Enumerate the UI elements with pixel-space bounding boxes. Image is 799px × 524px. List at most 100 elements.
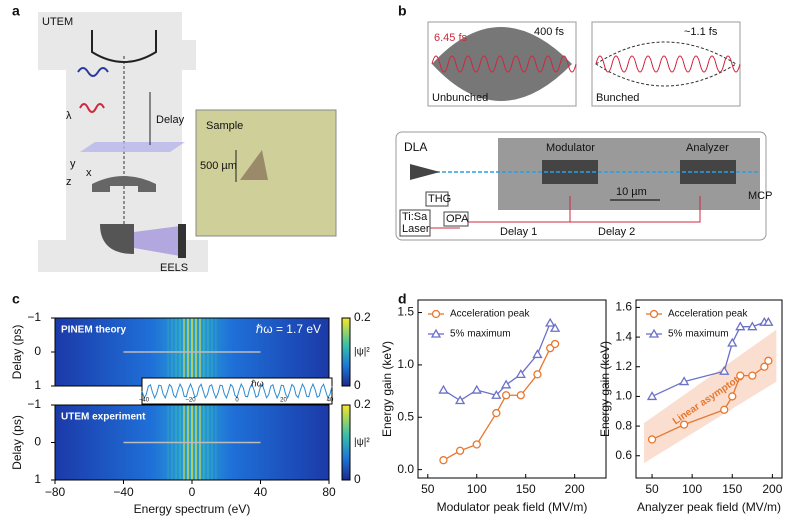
pulse <box>77 67 109 77</box>
inset-trace <box>141 382 333 400</box>
marker <box>764 356 773 365</box>
marker <box>760 362 769 371</box>
marker <box>492 408 501 418</box>
x-tick-label: 50 <box>645 482 659 496</box>
label: Analyzer <box>686 142 729 154</box>
marker <box>454 395 466 405</box>
legend-label: 5% maximum <box>668 329 729 340</box>
inset-tick-label: −20 <box>185 398 196 404</box>
legend-marker <box>649 309 659 319</box>
marker <box>720 405 729 414</box>
inset-label: ℏω <box>251 378 264 388</box>
marker <box>647 435 657 444</box>
label: 6.45 fs <box>434 32 468 44</box>
y-tick-label: 0 <box>34 435 41 449</box>
label: MCP <box>748 190 772 202</box>
label: 500 µm <box>200 160 237 172</box>
x-tick-label: 200 <box>565 482 585 496</box>
heatmap-title: UTEM experiment <box>61 412 146 423</box>
colorbar <box>341 317 351 387</box>
legend-label: 5% maximum <box>450 329 511 340</box>
label: DLA <box>404 140 427 154</box>
detector <box>178 224 186 258</box>
y-axis-label: Delay (ps) <box>10 415 24 470</box>
x-tick-label: 100 <box>682 482 702 496</box>
panel-letter: b <box>398 3 407 19</box>
label: Modulator <box>546 142 595 154</box>
marker <box>438 384 449 394</box>
legend-label: Acceleration peak <box>668 309 748 320</box>
label: y <box>70 158 76 170</box>
field <box>595 55 741 73</box>
colorbar-tick-label: 0 <box>354 472 361 486</box>
marker <box>727 337 738 347</box>
envelope <box>432 27 572 101</box>
marker <box>455 446 465 455</box>
label: Unbunched <box>432 92 488 104</box>
y-tick-label: 0.8 <box>615 418 632 432</box>
x-tick-label: 100 <box>467 482 487 496</box>
envelope <box>595 41 737 87</box>
colorbar <box>341 404 351 481</box>
marker <box>679 376 690 386</box>
y-axis-label: Energy gain (keV) <box>380 341 394 437</box>
marker <box>728 392 737 401</box>
emitter <box>410 164 440 180</box>
label: EELS <box>160 262 188 274</box>
legend-marker <box>430 328 442 338</box>
marker <box>736 371 745 380</box>
heatmap-title: PINEM theory <box>61 325 126 336</box>
marker <box>501 391 511 400</box>
eels-beam <box>134 226 180 256</box>
marker <box>719 365 730 375</box>
label: Delay 2 <box>598 226 635 238</box>
marker <box>471 384 482 394</box>
marker <box>748 371 757 380</box>
y-axis-label: Delay (ps) <box>10 325 24 380</box>
marker <box>491 389 502 399</box>
marker <box>763 316 774 326</box>
legend-label: Acceleration peak <box>450 309 530 320</box>
x-tick-label: 0 <box>189 485 196 499</box>
panel-a: a UTEM Delay λ Sample 500 µm y z x EELS <box>12 3 337 274</box>
x-axis-label: Energy spectrum (eV) <box>134 502 251 516</box>
label: THG <box>428 193 451 205</box>
marker <box>545 317 556 327</box>
annotation: ℏω = 1.7 eV <box>256 322 321 336</box>
marker <box>550 339 560 349</box>
frame <box>635 299 783 479</box>
pulse-box <box>591 21 741 107</box>
colorbar-label: |ψ|² <box>354 437 370 448</box>
sample-plane <box>80 142 185 152</box>
laser-pulse <box>79 103 105 113</box>
y-axis-label: Energy gain (keV) <box>598 341 612 437</box>
field <box>431 55 577 73</box>
x-axis-label: Analyzer peak field (MV/m) <box>637 500 781 514</box>
marker <box>735 321 746 331</box>
x-axis-label: Modulator peak field (MV/m) <box>437 500 588 514</box>
colorbar-tick-label: 0.2 <box>354 310 371 324</box>
marker <box>439 456 448 465</box>
marker <box>747 321 758 331</box>
y-tick-label: 1.0 <box>615 389 632 403</box>
y-tick-label: 1 <box>34 472 41 486</box>
x-tick-label: 150 <box>516 482 536 496</box>
frame <box>417 299 607 479</box>
label: ~1.1 fs <box>684 26 718 38</box>
y-tick-label: −1 <box>27 397 41 411</box>
y-tick-label: 0.5 <box>397 409 414 423</box>
y-tick-label: 1 <box>34 378 41 392</box>
marker <box>501 379 512 389</box>
asymptote-band <box>644 329 777 464</box>
inset-tick-label: 40 <box>327 398 334 404</box>
label: 10 µm <box>616 186 647 198</box>
marker <box>679 420 689 429</box>
x-tick-label: −80 <box>45 485 66 499</box>
x-tick-label: 80 <box>322 485 336 499</box>
thg-box <box>425 191 449 207</box>
y-tick-label: 1.2 <box>615 359 632 373</box>
y-tick-label: 1.0 <box>397 357 414 371</box>
colorbar-tick-label: 0.2 <box>354 397 371 411</box>
y-tick-label: 0 <box>34 344 41 358</box>
